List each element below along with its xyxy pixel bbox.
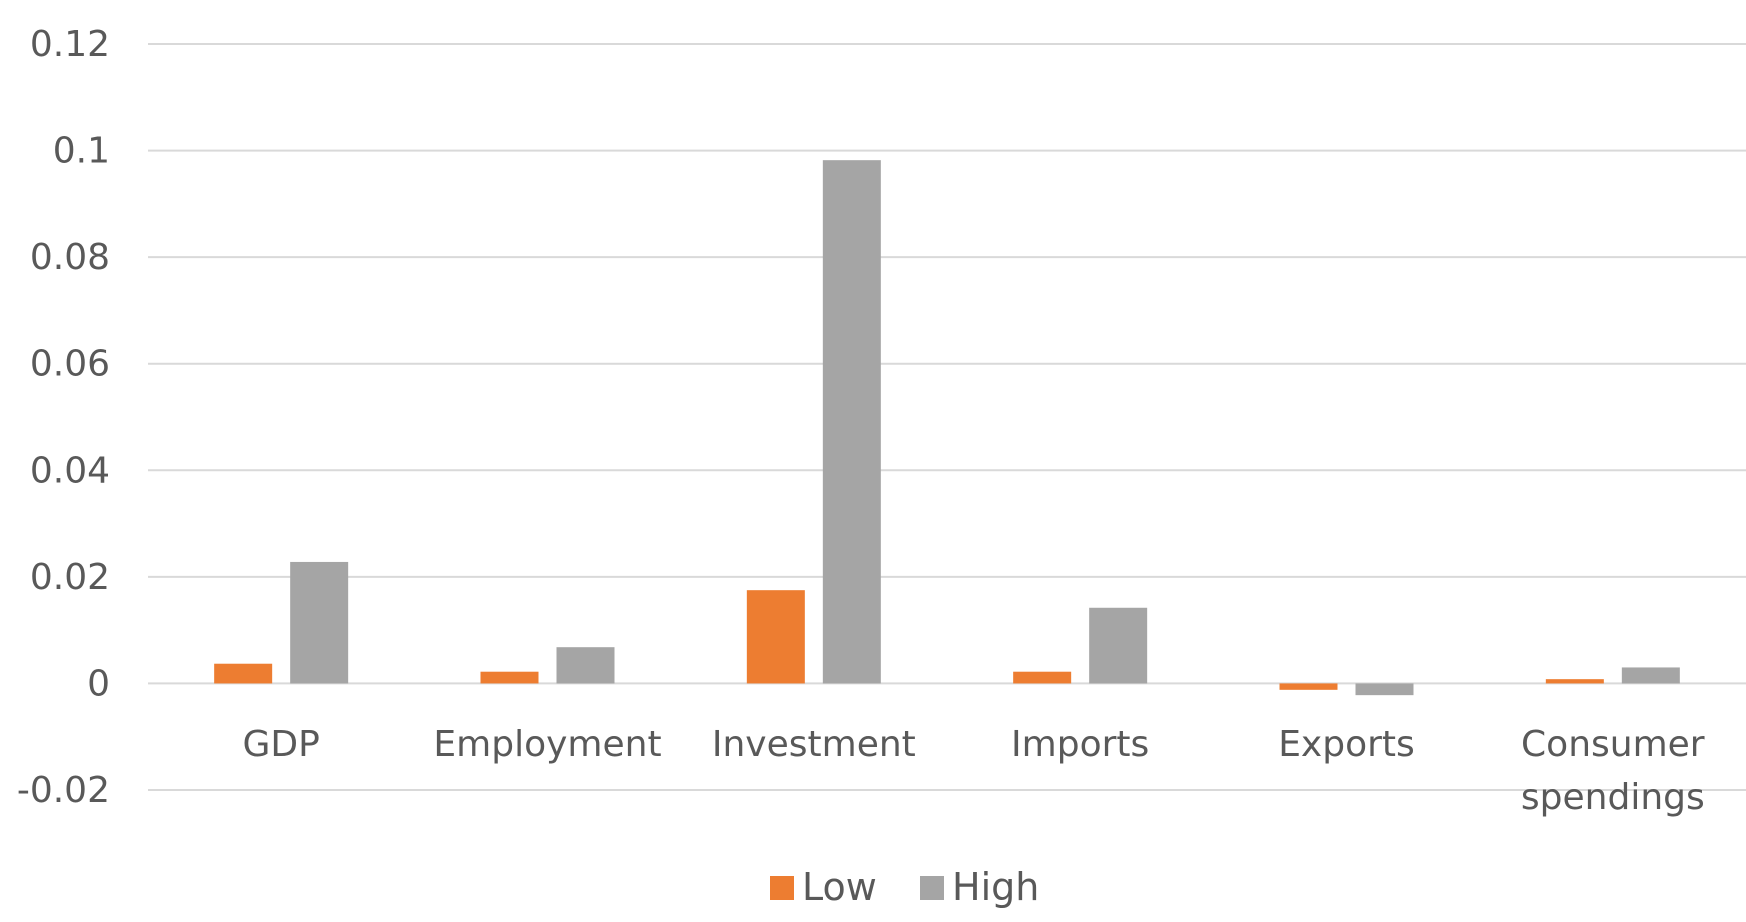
bar-low-consumer-spendings: [1545, 679, 1604, 684]
bar-high-exports: [1355, 683, 1414, 696]
gridlines: [148, 43, 1746, 791]
legend-label-high: High: [952, 865, 1039, 909]
y-tick-label: 0.1: [53, 131, 110, 172]
bar-low-employment: [480, 671, 539, 684]
y-axis-tick-labels: -0.02 0 0.02 0.04 0.06 0.08 0.1 0.12: [17, 24, 110, 811]
x-category-label: Imports: [1011, 724, 1149, 765]
y-tick-label: 0.04: [30, 450, 110, 491]
legend-label-low: Low: [802, 865, 877, 909]
x-category-label: Consumer spendings: [1521, 724, 1705, 818]
y-tick-label: 0.06: [30, 344, 110, 385]
y-tick-label: -0.02: [17, 770, 110, 811]
x-category-label: Exports: [1278, 724, 1415, 765]
legend: Low High: [770, 865, 1039, 909]
x-category-label: Employment: [433, 724, 661, 765]
x-axis-category-labels: GDP Employment Investment Imports Exports Con…: [243, 724, 1705, 818]
bar-low-investment: [746, 590, 805, 684]
bar-low-imports: [1013, 671, 1072, 684]
bar-high-investment: [822, 160, 881, 684]
x-category-label: GDP: [243, 724, 320, 765]
bar-high-gdp: [290, 561, 349, 684]
y-tick-label: 0.12: [30, 24, 110, 65]
y-tick-label: 0: [87, 663, 110, 704]
y-tick-label: 0.08: [30, 237, 110, 278]
legend-swatch-low: [770, 876, 794, 900]
legend-swatch-high: [920, 876, 944, 900]
bar-high-consumer-spendings: [1621, 667, 1680, 684]
bar-high-employment: [556, 647, 615, 684]
y-tick-label: 0.02: [30, 557, 110, 598]
bar-low-gdp: [214, 663, 273, 684]
x-category-label: Investment: [712, 724, 916, 765]
bar-low-exports: [1279, 683, 1338, 690]
bars: [214, 160, 1680, 696]
bar-high-imports: [1089, 607, 1148, 684]
